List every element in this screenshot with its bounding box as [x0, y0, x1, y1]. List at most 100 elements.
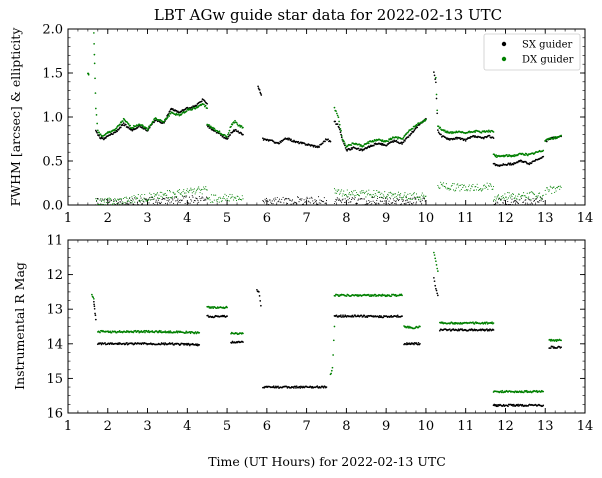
sx-ellipticity-point	[526, 202, 528, 204]
dx-ellipticity-point	[200, 189, 202, 191]
sx-ellipticity-point	[388, 200, 390, 202]
dx-ellipticity-point	[550, 186, 552, 188]
dx-point	[408, 325, 410, 328]
dx-fwhm-point	[423, 118, 426, 121]
dx-ellipticity-point	[192, 189, 194, 191]
dx-ellipticity-point	[380, 196, 382, 198]
dx-ellipticity-point	[471, 186, 473, 188]
sx-fwhm-point	[338, 126, 340, 129]
dx-ellipticity-point	[441, 183, 443, 185]
sx-ellipticity-point	[146, 199, 148, 201]
dx-ellipticity-point	[358, 195, 360, 197]
legend-label-sx: SX guider	[522, 40, 573, 51]
dx-ellipticity-point	[423, 197, 426, 199]
sx-ellipticity-point	[120, 199, 123, 201]
dx-ellipticity-point	[560, 186, 562, 188]
sx-ellipticity-point	[357, 199, 359, 201]
dx-fwhm-point	[227, 132, 230, 134]
sx-ellipticity-point	[200, 197, 203, 199]
dx-ellipticity-point	[415, 193, 418, 195]
dx-ellipticity-point	[129, 199, 132, 201]
dx-fwhm-point	[542, 149, 545, 152]
dx-fwhm-point	[115, 127, 118, 130]
dx-ellipticity-point	[455, 189, 457, 191]
dx-ellipticity-point	[210, 201, 212, 204]
dx-ellipticity-point	[405, 195, 407, 197]
dx-ellipticity-point	[458, 184, 460, 186]
sx-ellipticity-point	[137, 204, 139, 205]
dx-ellipticity-point	[376, 195, 379, 198]
dx-point	[91, 293, 93, 296]
dx-point	[144, 331, 146, 334]
dx-ellipticity-point	[423, 194, 425, 196]
sx-ellipticity-point	[296, 203, 298, 205]
sx-fwhm-point	[413, 129, 416, 132]
sx-fwhm-point	[437, 129, 439, 131]
sx-ellipticity-point	[189, 202, 191, 204]
dx-ellipticity-point	[108, 197, 110, 199]
dx-fwhm-point	[166, 116, 169, 118]
sx-ellipticity-point	[411, 203, 413, 205]
dx-ellipticity-point	[551, 187, 554, 189]
dx-ellipticity-point	[121, 203, 123, 205]
dx-fwhm-point	[554, 136, 557, 138]
sx-fwhm-point	[329, 140, 332, 143]
dx-point	[525, 389, 528, 392]
dx-point	[500, 391, 503, 394]
dx-point	[143, 329, 146, 332]
dx-fwhm-point	[474, 131, 476, 133]
sx-ellipticity-point	[367, 202, 369, 205]
dx-fwhm-point	[435, 76, 437, 79]
sx-point	[560, 346, 562, 349]
sx-ellipticity-point	[525, 204, 528, 205]
sx-ellipticity-point	[392, 202, 394, 204]
sx-ellipticity-point	[497, 202, 499, 204]
sx-ellipticity-point	[539, 199, 541, 202]
dx-point	[394, 293, 397, 296]
sx-ellipticity-point	[198, 195, 200, 198]
dx-fwhm-point	[333, 106, 336, 109]
dx-ellipticity-point	[382, 194, 384, 196]
dx-ellipticity-point	[519, 199, 521, 201]
sx-fwhm-point	[401, 143, 403, 145]
sx-ellipticity-point	[379, 200, 381, 202]
sx-ellipticity-point	[376, 197, 379, 200]
sx-point	[413, 343, 415, 346]
dx-ellipticity-point	[492, 185, 495, 188]
sx-ellipticity-point	[146, 203, 149, 205]
sx-ellipticity-point	[293, 202, 295, 204]
dx-ellipticity-point	[417, 197, 419, 199]
sx-ellipticity-point	[306, 196, 308, 198]
dx-fwhm-point	[242, 126, 244, 129]
dx-point	[433, 254, 436, 256]
dx-ellipticity-point	[487, 188, 489, 190]
dx-ellipticity-point	[500, 199, 502, 201]
sx-fwhm-point	[227, 137, 229, 140]
sx-ellipticity-point	[164, 198, 166, 200]
dx-ellipticity-point	[386, 195, 388, 197]
dx-ellipticity-point	[447, 187, 450, 190]
dx-fwhm-point	[414, 125, 416, 128]
dx-ellipticity-point	[123, 202, 125, 204]
dx-fwhm-point	[227, 133, 229, 136]
sx-ellipticity-point	[286, 203, 289, 205]
dx-point	[356, 294, 359, 296]
dx-fwhm-point	[443, 129, 446, 132]
dx-ellipticity-point	[115, 199, 117, 202]
sx-ellipticity-point	[320, 202, 322, 204]
top-data	[87, 32, 562, 205]
dx-ellipticity-point	[418, 199, 420, 201]
bottom-y-tick-label: 16	[46, 407, 63, 422]
sx-fwhm-point	[464, 139, 467, 142]
sx-point	[351, 314, 354, 317]
dx-ellipticity-point	[448, 189, 450, 191]
dx-ellipticity-point	[101, 203, 103, 205]
dx-ellipticity-point	[241, 195, 243, 197]
dx-point	[435, 264, 438, 266]
sx-point	[226, 315, 228, 317]
dx-point	[167, 331, 169, 334]
sx-point	[419, 342, 421, 345]
sx-ellipticity-point	[421, 199, 423, 201]
dx-ellipticity-point	[404, 192, 406, 194]
sx-point	[341, 315, 344, 318]
